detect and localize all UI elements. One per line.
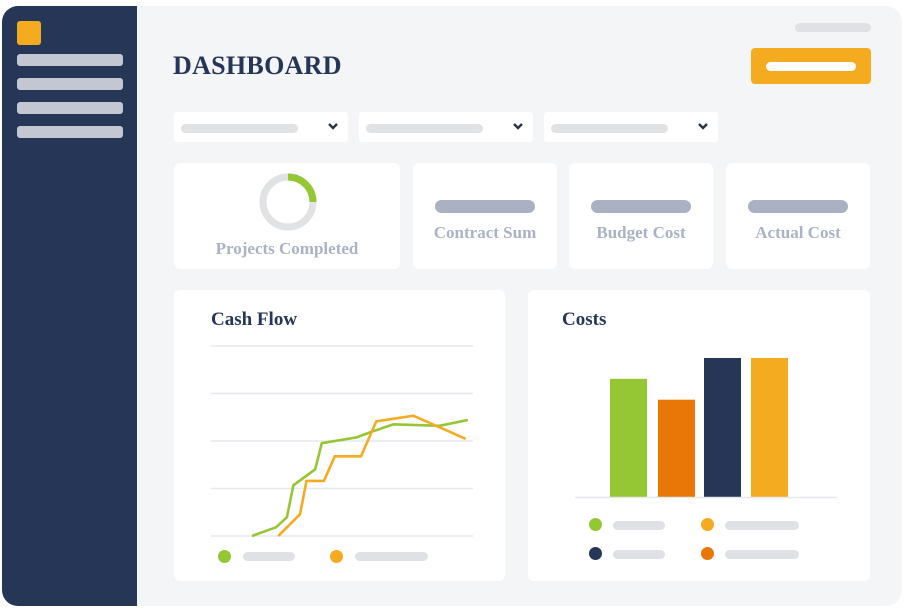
bar-2[interactable] bbox=[658, 399, 695, 497]
progress-donut-icon bbox=[259, 173, 317, 231]
filter-select-3[interactable] bbox=[544, 112, 718, 142]
bar-4[interactable] bbox=[751, 358, 788, 497]
kpi-card-budget-cost[interactable]: Budget Cost bbox=[569, 163, 713, 269]
bar-3[interactable] bbox=[704, 358, 741, 497]
filter-select-value bbox=[366, 124, 483, 133]
app-window: DASHBOARD Projects Completed Contract Su… bbox=[2, 6, 902, 606]
chart-title: Cash Flow bbox=[211, 309, 298, 330]
kpi-value-placeholder bbox=[435, 200, 535, 213]
kpi-card-actual-cost[interactable]: Actual Cost bbox=[726, 163, 870, 269]
sidebar-item-2[interactable] bbox=[17, 78, 123, 90]
line-series-1[interactable] bbox=[251, 418, 469, 538]
legend-label bbox=[613, 550, 665, 559]
cash-flow-card: Cash Flow bbox=[174, 290, 505, 581]
filter-select-value bbox=[181, 124, 298, 133]
kpi-label: Budget Cost bbox=[596, 223, 686, 242]
costs-bar-chart[interactable] bbox=[528, 290, 870, 581]
sidebar-item-4[interactable] bbox=[17, 126, 123, 138]
user-menu-placeholder[interactable] bbox=[795, 23, 871, 32]
kpi-value-placeholder bbox=[748, 200, 848, 213]
sidebar-item-3[interactable] bbox=[17, 102, 123, 114]
legend-label bbox=[613, 521, 665, 530]
page-title: DASHBOARD bbox=[173, 51, 342, 80]
chevron-down-icon bbox=[513, 123, 523, 130]
chevron-down-icon bbox=[698, 123, 708, 130]
legend-label bbox=[725, 521, 799, 530]
cash-flow-line-chart[interactable] bbox=[174, 290, 505, 581]
chart-title: Costs bbox=[562, 309, 607, 330]
kpi-label: Contract Sum bbox=[433, 223, 537, 242]
chevron-down-icon bbox=[328, 123, 338, 130]
legend-dot-yellow bbox=[701, 518, 714, 531]
legend-dot-orange bbox=[330, 550, 343, 563]
app-logo-icon[interactable] bbox=[17, 21, 41, 45]
legend-label bbox=[243, 552, 295, 561]
filter-select-value bbox=[551, 124, 668, 133]
primary-action-label bbox=[766, 62, 856, 71]
legend-dot-green bbox=[218, 550, 231, 563]
kpi-card-contract-sum[interactable]: Contract Sum bbox=[413, 163, 557, 269]
kpi-card-projects-completed[interactable]: Projects Completed bbox=[174, 163, 400, 269]
sidebar bbox=[2, 6, 137, 606]
legend-dot-orange bbox=[701, 547, 714, 560]
legend-label bbox=[355, 552, 428, 561]
kpi-value-placeholder bbox=[591, 200, 691, 213]
line-series-2[interactable] bbox=[277, 414, 467, 537]
primary-action-button[interactable] bbox=[751, 48, 871, 84]
bar-1[interactable] bbox=[610, 378, 647, 497]
kpi-label: Actual Cost bbox=[755, 223, 841, 242]
filter-select-1[interactable] bbox=[174, 112, 348, 142]
legend-label bbox=[725, 550, 799, 559]
legend-dot-green bbox=[589, 518, 602, 531]
filter-select-2[interactable] bbox=[359, 112, 533, 142]
legend-dot-navy bbox=[589, 547, 602, 560]
kpi-label: Projects Completed bbox=[215, 239, 359, 258]
costs-card: Costs bbox=[528, 290, 870, 581]
sidebar-item-1[interactable] bbox=[17, 54, 123, 66]
